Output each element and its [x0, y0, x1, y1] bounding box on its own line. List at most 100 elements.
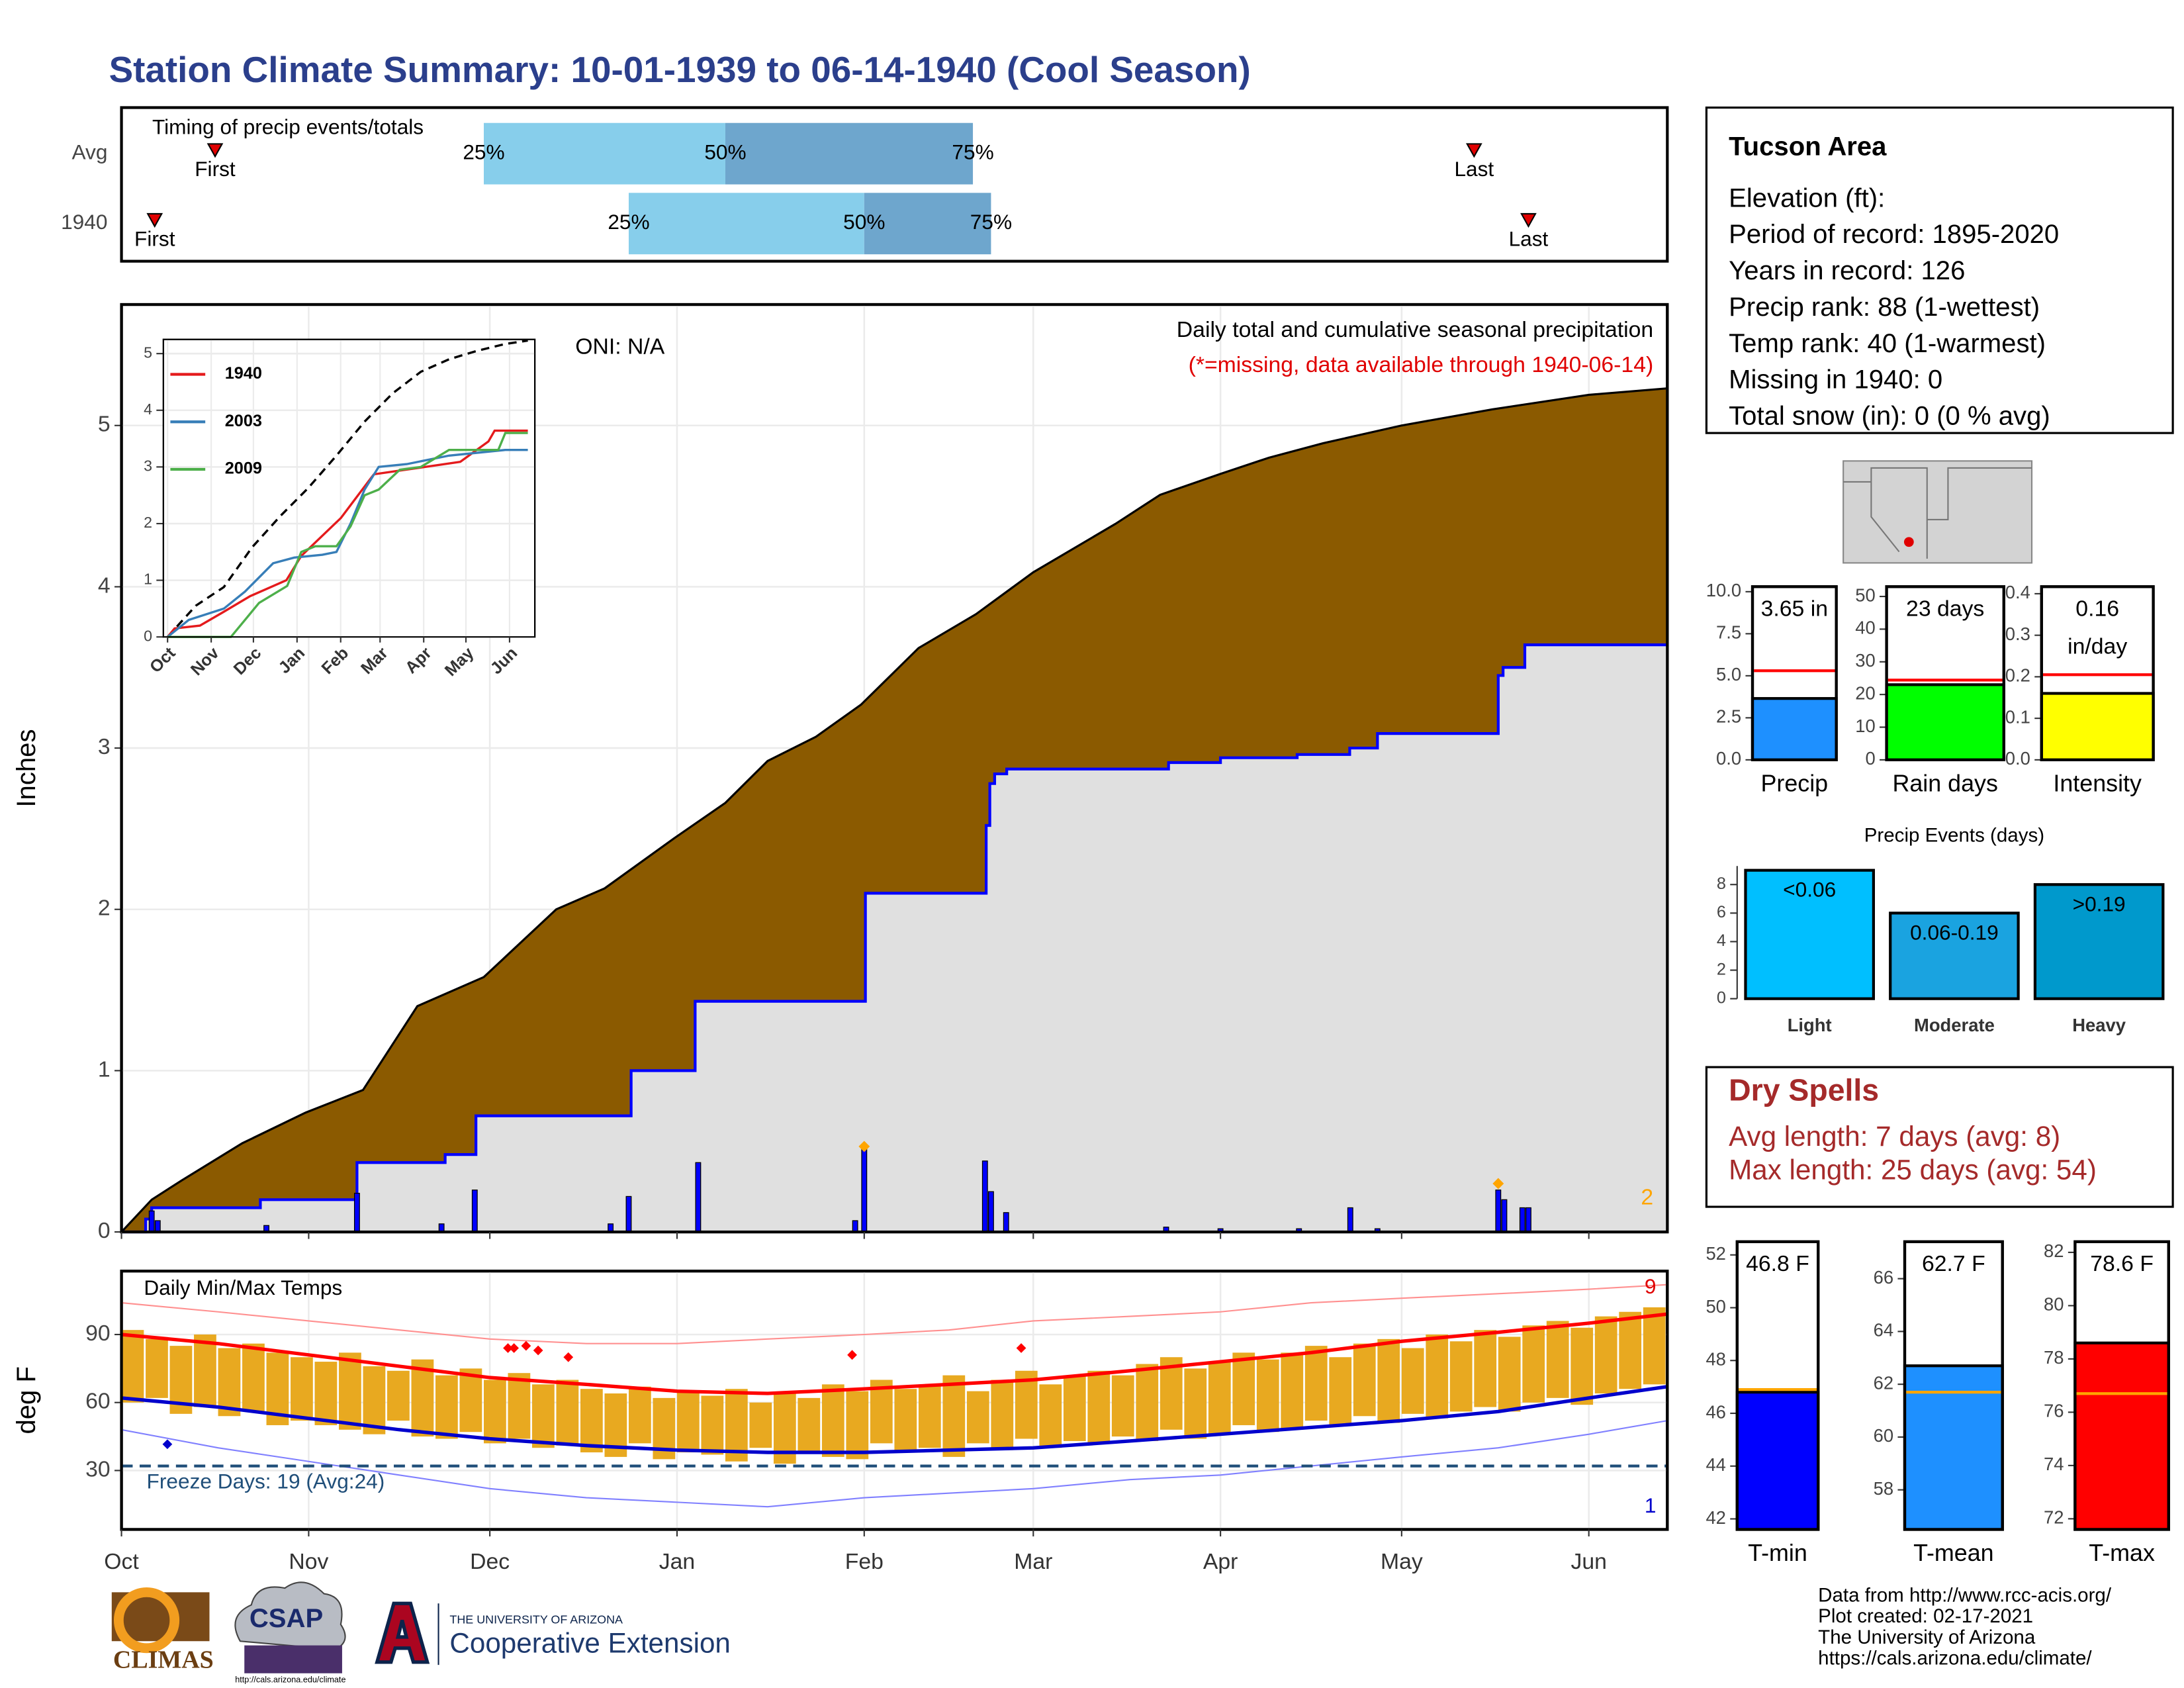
- quartile-label: 25%: [608, 210, 649, 234]
- x-tick-label: May: [1381, 1549, 1423, 1574]
- temp-range-bar: [339, 1352, 361, 1430]
- quartile-bar: [484, 122, 725, 185]
- temp-range-bar: [1594, 1316, 1617, 1394]
- series-line: [166, 429, 528, 638]
- y-tick-label: 44: [1706, 1454, 1725, 1475]
- legend-label: 2003: [225, 412, 262, 430]
- info-line: Period of record: 1895-2020: [1729, 220, 2059, 249]
- panel-border: [162, 338, 536, 638]
- cumulative-year-area: [121, 645, 1668, 1233]
- value-label-box: 46.8 F: [1746, 1253, 1809, 1277]
- y-tick-label: 2: [98, 896, 111, 921]
- y-tick-label: 0.3: [2005, 624, 2030, 644]
- temp-range-bar: [797, 1397, 821, 1453]
- record-marker: [1016, 1343, 1026, 1353]
- timing-marker: [206, 143, 224, 158]
- temp-range-bar: [1304, 1346, 1328, 1421]
- missing-marker: [1492, 1178, 1504, 1190]
- timing-label: Last: [1509, 226, 1549, 250]
- x-tick-label: Light: [1788, 1015, 1832, 1035]
- temp-range-bar: [870, 1380, 893, 1444]
- x-tick-label: Moderate: [1914, 1015, 1995, 1035]
- y-tick-label: 10: [1855, 716, 1875, 736]
- quartile-label: 25%: [463, 140, 504, 164]
- page-title: Station Climate Summary: 10-01-1939 to 0…: [109, 49, 1251, 90]
- row-label: 1940: [61, 210, 107, 234]
- panel-border: [2040, 585, 2155, 761]
- temp-range-bar: [676, 1391, 700, 1453]
- temp-range-bar: [1087, 1370, 1111, 1444]
- daily-precip-bar: [148, 1210, 155, 1233]
- y-tick-label: 1: [98, 1056, 111, 1082]
- info-line: Elevation (ft):: [1729, 183, 1885, 212]
- climas-logo-text: CLIMAS: [113, 1646, 214, 1674]
- dry-spells-title: Dry Spells: [1729, 1072, 1879, 1107]
- temp-range-bar: [146, 1338, 168, 1398]
- quartile-bar: [725, 122, 974, 185]
- extension-name: Cooperative Extension: [449, 1628, 730, 1659]
- climas-shape: [111, 1592, 210, 1642]
- x-tick-label: Heavy: [2072, 1015, 2126, 1035]
- y-tick-label: 4: [144, 400, 152, 418]
- temp-range-bar: [1522, 1325, 1545, 1403]
- panel-title: Daily Min/Max Temps: [144, 1276, 342, 1299]
- temp-range-bar: [484, 1380, 506, 1444]
- y-tick-label: 60: [1874, 1425, 1893, 1446]
- daily-precip-bar: [695, 1162, 702, 1233]
- y-tick-label: 72: [2044, 1507, 2064, 1528]
- daily-precip-bar: [1501, 1199, 1508, 1233]
- x-tick-label: Oct: [104, 1549, 139, 1574]
- value-label-box: 62.7 F: [1922, 1253, 1985, 1277]
- quartile-label: 50%: [843, 210, 885, 234]
- x-tick-label: T-max: [2089, 1540, 2155, 1566]
- value-label: 78.6 F: [2090, 1252, 2154, 1277]
- y-tick-label: 3: [144, 457, 152, 475]
- temp-range-bar: [508, 1373, 531, 1439]
- temp-range-bar: [556, 1380, 579, 1446]
- y-tick-label: 30: [1855, 650, 1875, 671]
- panel-border: [120, 303, 1669, 1234]
- csap-cloud: [234, 1581, 346, 1651]
- temp-range-bar: [194, 1334, 216, 1407]
- temp-range-bar: [387, 1370, 410, 1421]
- y-tick-label: 0: [1865, 748, 1875, 769]
- csap-logo-text: CSAP: [250, 1604, 323, 1633]
- panel-title: Timing of precip events/totals: [152, 115, 424, 139]
- panel-border: [1903, 1240, 2004, 1531]
- temp-range-bar: [1377, 1338, 1400, 1423]
- x-tick-label: Jan: [659, 1549, 695, 1574]
- temp-range-bar: [1232, 1352, 1255, 1425]
- info-line: Missing in 1940: 0: [1729, 365, 1942, 395]
- y-tick-label: 74: [2044, 1454, 2064, 1474]
- daily-precip-bar: [852, 1220, 858, 1233]
- ua-name: THE UNIVERSITY OF ARIZONA: [449, 1613, 623, 1626]
- info-line: Total snow (in): 0 (0 % avg): [1729, 402, 2050, 431]
- footer-line: Plot created: 02-17-2021: [1818, 1605, 2033, 1627]
- ua-logo: [375, 1601, 430, 1664]
- y-tick-label: 0.4: [2005, 582, 2030, 602]
- timing-marker: [1520, 212, 1537, 228]
- temp-range-bar: [121, 1330, 144, 1403]
- daily-precip-bar: [154, 1220, 161, 1233]
- value-label-box: 78.6 F: [2090, 1252, 2154, 1277]
- footer-line: The University of Arizona: [1818, 1626, 2036, 1648]
- temp-range-bar: [411, 1359, 434, 1437]
- y-tick-label: 0.1: [2005, 706, 2030, 727]
- temp-range-bar: [580, 1389, 603, 1453]
- climas-ring: [113, 1587, 180, 1654]
- daily-precip-bar: [1519, 1207, 1525, 1233]
- y-tick-label: 46: [1706, 1401, 1725, 1422]
- daily-precip-bar: [1347, 1207, 1353, 1233]
- temp-range-bar: [1208, 1362, 1231, 1434]
- x-tick-label: Precip: [1760, 770, 1828, 796]
- bar: [1903, 1364, 2004, 1531]
- daily-precip-bar: [1525, 1207, 1531, 1233]
- bar: [1744, 868, 1875, 1000]
- temp-range-bar: [894, 1389, 917, 1453]
- y-tick-label: 0: [144, 627, 152, 644]
- temp-range-bar: [218, 1348, 241, 1417]
- map-frame: [1843, 460, 2033, 564]
- temp-range-bar: [628, 1386, 651, 1444]
- value-label-box: 23 days: [1906, 598, 1984, 622]
